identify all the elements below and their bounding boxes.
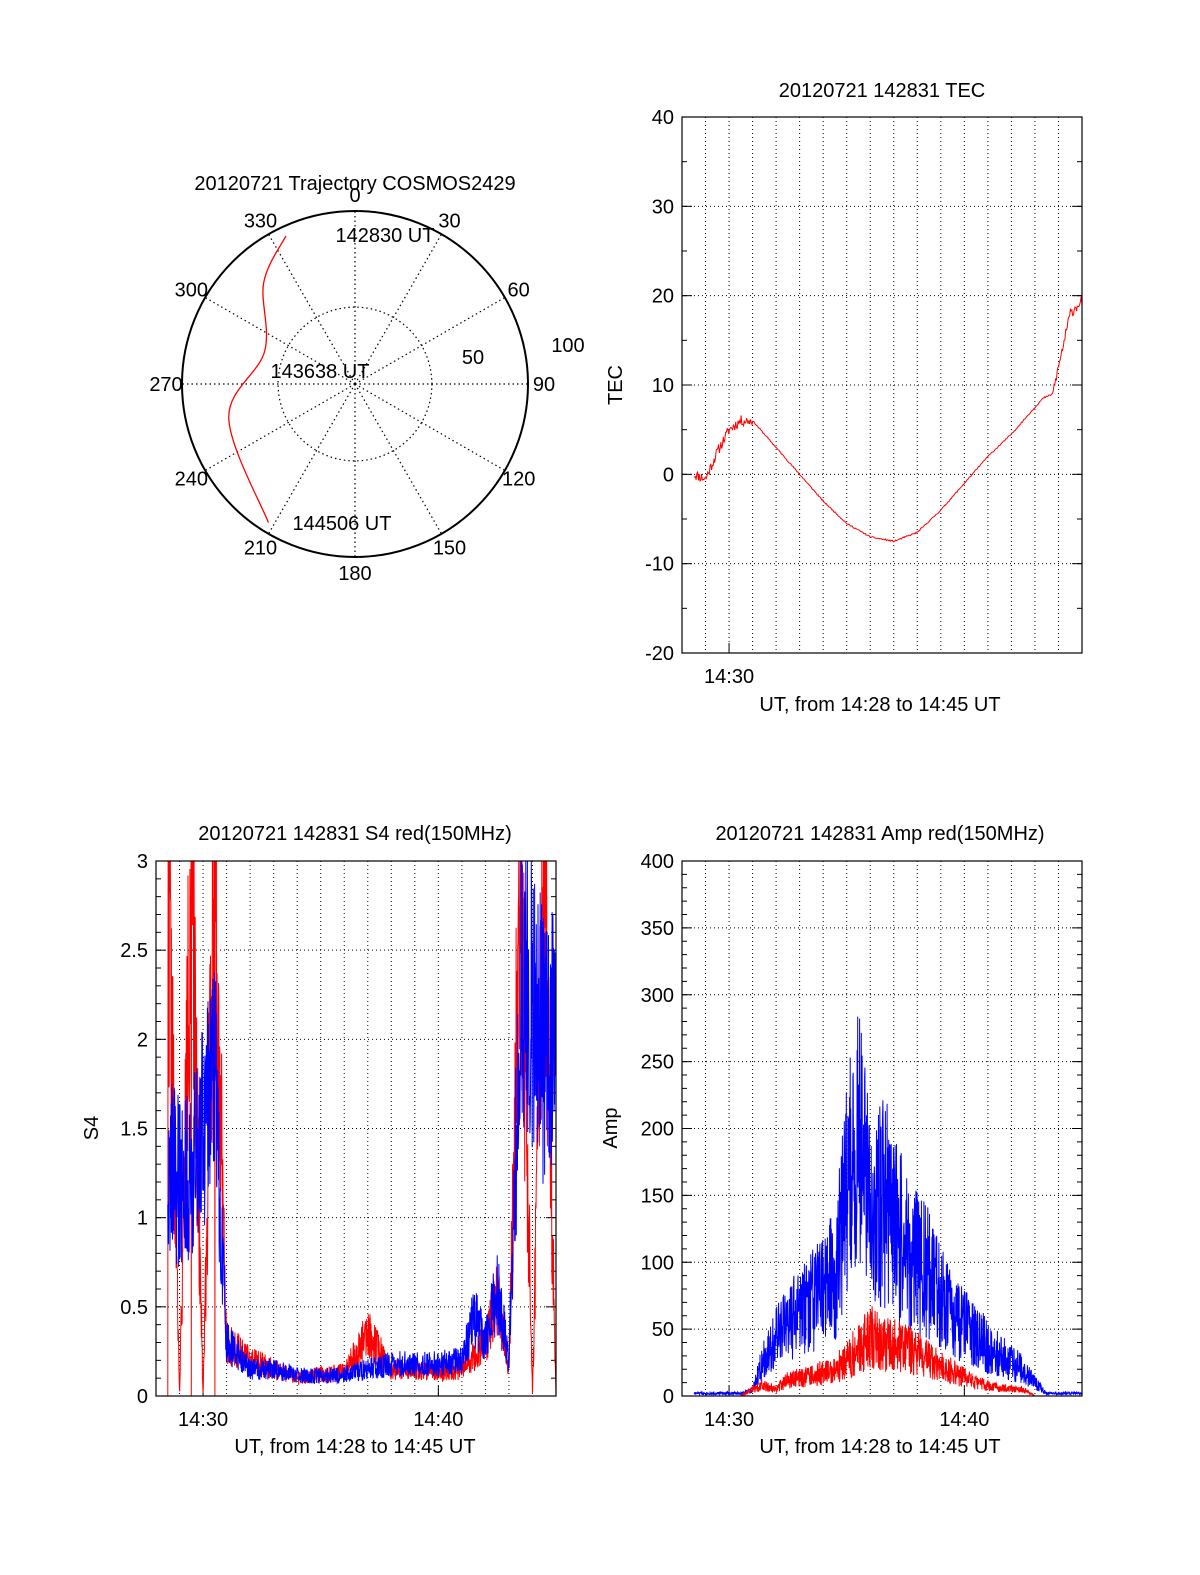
y-tick-label: 400: [641, 851, 674, 873]
series-line: [167, 861, 556, 1385]
x-tick-label: 14:30: [178, 1409, 228, 1431]
tec-ylabel: TEC: [605, 365, 627, 405]
y-tick-label: 40: [652, 107, 674, 129]
s4-panel: 20120721 142831 S4 red(150MHz) S4 UT, fr…: [81, 823, 557, 1458]
polar-spoke: [354, 296, 506, 385]
series-line: [693, 1306, 1082, 1396]
amp-panel: 20120721 142831 Amp red(150MHz) Amp UT, …: [600, 823, 1083, 1458]
x-tick-label: 14:40: [939, 1409, 989, 1431]
polar-radius-label: 50: [462, 347, 484, 369]
series-line: [693, 296, 1082, 543]
tec-xlabel: UT, from 14:28 to 14:45 UT: [759, 694, 1000, 716]
polar-azimuth-label: 210: [244, 538, 277, 560]
s4-xlabel: UT, from 14:28 to 14:45 UT: [234, 1436, 475, 1458]
tec-title: 20120721 142831 TEC: [779, 80, 985, 102]
amp-xlabel: UT, from 14:28 to 14:45 UT: [759, 1436, 1000, 1458]
polar-azimuth-label: 300: [175, 280, 208, 302]
polar-azimuth-label: 240: [175, 469, 208, 491]
tec-panel: 20120721 142831 TEC TEC UT, from 14:28 t…: [605, 80, 1083, 716]
plot-frame: [681, 860, 1083, 1397]
y-tick-label: 100: [641, 1252, 674, 1274]
polar-spoke: [354, 233, 443, 385]
trajectory-line: [228, 235, 287, 523]
y-tick-label: 0: [663, 1386, 674, 1408]
polar-azimuth-label: 270: [149, 374, 182, 396]
series-line: [693, 1016, 1082, 1396]
y-tick-label: 350: [641, 918, 674, 940]
polar-time-annotation: 144506 UT: [293, 513, 392, 535]
y-tick-label: 20: [652, 286, 674, 308]
polar-azimuth-label: 60: [508, 280, 530, 302]
polar-azimuth-label: 0: [349, 185, 360, 207]
polar-radius-label: 100: [551, 335, 584, 357]
s4-title: 20120721 142831 S4 red(150MHz): [198, 823, 512, 845]
polar-azimuth-label: 120: [502, 469, 535, 491]
polar-outer-circle: [181, 210, 529, 558]
y-tick-label: 300: [641, 985, 674, 1007]
polar-annotations: 142830 UT 143638 UT 144506 UT: [271, 225, 435, 535]
y-tick-label: 200: [641, 1119, 674, 1141]
plot-frame: [155, 860, 557, 1397]
polar-azimuth-label: 90: [533, 374, 555, 396]
polar-radius-labels: 50 100: [462, 335, 585, 369]
x-tick-label: 14:30: [704, 666, 754, 688]
x-tick-label: 14:40: [413, 1409, 463, 1431]
y-tick-label: 2: [137, 1029, 148, 1051]
y-tick-label: 250: [641, 1052, 674, 1074]
y-tick-label: 0: [137, 1386, 148, 1408]
y-tick-label: 0.5: [120, 1297, 148, 1319]
polar-azimuth-label: 150: [433, 538, 466, 560]
y-tick-label: 30: [652, 196, 674, 218]
y-tick-label: 150: [641, 1185, 674, 1207]
polar-azimuth-label: 330: [244, 210, 277, 232]
polar-title: 20120721 Trajectory COSMOS2429: [194, 173, 515, 195]
polar-grid: [181, 210, 529, 558]
polar-time-annotation: 142830 UT: [336, 225, 435, 247]
polar-spoke: [267, 233, 356, 385]
polar-trajectory: [228, 235, 287, 523]
polar-azimuth-label: 30: [438, 210, 460, 232]
s4-ylabel: S4: [81, 1116, 103, 1140]
y-tick-label: 50: [652, 1319, 674, 1341]
polar-time-annotation: 143638 UT: [271, 361, 370, 383]
y-tick-label: 10: [652, 375, 674, 397]
polar-trajectory-panel: 20120721 Trajectory COSMOS2429 0 30 60 90 12…: [149, 173, 584, 585]
polar-spoke: [354, 383, 506, 472]
amp-ylabel: Amp: [600, 1107, 622, 1148]
plot-frame: [681, 116, 1083, 654]
polar-azimuth-labels: 0 30 60 90 120 150 180 210 240 270 300 330: [149, 185, 555, 585]
amp-title: 20120721 142831 Amp red(150MHz): [715, 823, 1044, 845]
y-tick-label: 0: [663, 464, 674, 486]
x-tick-label: 14:30: [704, 1409, 754, 1431]
polar-azimuth-label: 180: [338, 563, 371, 585]
polar-spoke: [267, 383, 356, 535]
y-tick-label: -20: [645, 643, 674, 665]
y-tick-label: 1.5: [120, 1119, 148, 1141]
polar-spoke: [354, 383, 443, 535]
y-tick-label: 3: [137, 851, 148, 873]
y-tick-label: 2.5: [120, 940, 148, 962]
polar-spoke: [204, 296, 356, 385]
polar-spoke: [204, 383, 356, 472]
y-tick-label: 1: [137, 1208, 148, 1230]
y-tick-label: -10: [645, 554, 674, 576]
